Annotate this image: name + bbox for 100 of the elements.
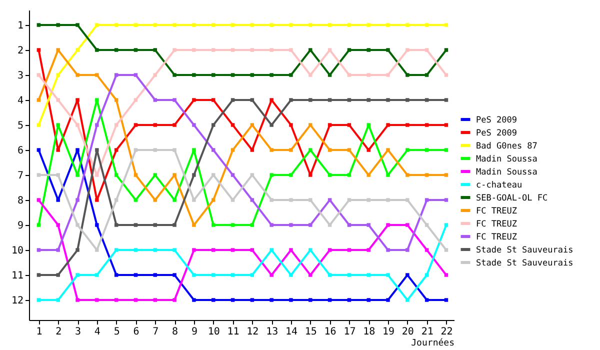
point xyxy=(366,248,370,252)
point xyxy=(347,223,352,227)
point xyxy=(386,198,390,202)
y-tick-label: 4 xyxy=(17,96,24,106)
y-tick-label: 6 xyxy=(17,146,24,156)
point xyxy=(134,23,138,27)
point xyxy=(366,123,370,127)
point xyxy=(250,73,254,77)
point xyxy=(153,98,158,102)
point xyxy=(250,198,254,202)
point xyxy=(211,173,216,177)
point xyxy=(270,298,274,302)
y-tick-label: 2 xyxy=(17,46,24,56)
point xyxy=(36,223,41,227)
point xyxy=(347,198,352,202)
point xyxy=(250,48,254,52)
point xyxy=(424,198,429,202)
point xyxy=(153,223,158,227)
point xyxy=(386,273,390,277)
point xyxy=(192,123,196,127)
point xyxy=(76,148,80,152)
x-tick-label: 11 xyxy=(227,326,240,338)
point xyxy=(211,48,216,52)
point xyxy=(308,248,312,252)
point xyxy=(308,98,312,102)
point xyxy=(56,98,60,102)
point xyxy=(406,148,410,152)
point xyxy=(56,48,60,52)
x-tick-label: 3 xyxy=(75,326,82,338)
point xyxy=(211,148,216,152)
point xyxy=(95,223,99,227)
point xyxy=(36,173,41,177)
x-tick-label: 14 xyxy=(285,326,298,338)
legend-label: Madin Soussa xyxy=(476,168,538,178)
point xyxy=(328,223,332,227)
point xyxy=(424,73,429,77)
point xyxy=(134,198,138,202)
point xyxy=(347,73,352,77)
point xyxy=(114,248,118,252)
point xyxy=(95,298,99,302)
point xyxy=(134,298,138,302)
point xyxy=(192,248,196,252)
point xyxy=(114,148,118,152)
point xyxy=(36,298,41,302)
point xyxy=(366,148,370,152)
point xyxy=(134,173,138,177)
point xyxy=(424,98,429,102)
point xyxy=(56,123,60,127)
point xyxy=(270,148,274,152)
point xyxy=(444,273,448,277)
point xyxy=(444,123,448,127)
point xyxy=(230,173,235,177)
point xyxy=(270,223,274,227)
point xyxy=(76,23,80,27)
point xyxy=(289,73,293,77)
point xyxy=(270,98,274,102)
y-tick-label: 12 xyxy=(11,296,24,306)
point xyxy=(76,198,80,202)
legend-label: FC TREUZ xyxy=(476,206,517,216)
point xyxy=(56,248,60,252)
point xyxy=(366,198,370,202)
point xyxy=(153,248,158,252)
point xyxy=(134,48,138,52)
x-tick-label: 2 xyxy=(56,326,62,338)
point xyxy=(134,123,138,127)
point xyxy=(308,148,312,152)
point xyxy=(347,23,352,27)
point xyxy=(308,123,312,127)
point xyxy=(406,198,410,202)
x-tick-label: 18 xyxy=(363,326,376,338)
point xyxy=(134,223,138,227)
point xyxy=(289,148,293,152)
point xyxy=(366,298,370,302)
point xyxy=(153,273,158,277)
point xyxy=(308,273,312,277)
y-tick-label: 7 xyxy=(17,170,24,182)
point xyxy=(153,298,158,302)
point xyxy=(250,123,254,127)
point xyxy=(444,298,448,302)
point xyxy=(250,148,254,152)
point xyxy=(406,23,410,27)
point xyxy=(36,73,41,77)
point xyxy=(114,223,118,227)
point xyxy=(386,23,390,27)
x-axis-title: Journées xyxy=(411,338,454,348)
x-tick-label: 7 xyxy=(152,326,159,338)
point xyxy=(153,148,158,152)
point xyxy=(114,48,118,52)
point xyxy=(289,173,293,177)
point xyxy=(424,273,429,277)
point xyxy=(211,98,216,102)
x-tick-label: 9 xyxy=(191,326,198,338)
y-tick-label: 10 xyxy=(11,246,24,256)
point xyxy=(95,273,99,277)
point xyxy=(153,23,158,27)
point xyxy=(56,173,60,177)
point xyxy=(230,273,235,277)
point xyxy=(172,23,176,27)
legend-label: Stade St Sauveurais xyxy=(476,258,574,268)
point xyxy=(270,48,274,52)
